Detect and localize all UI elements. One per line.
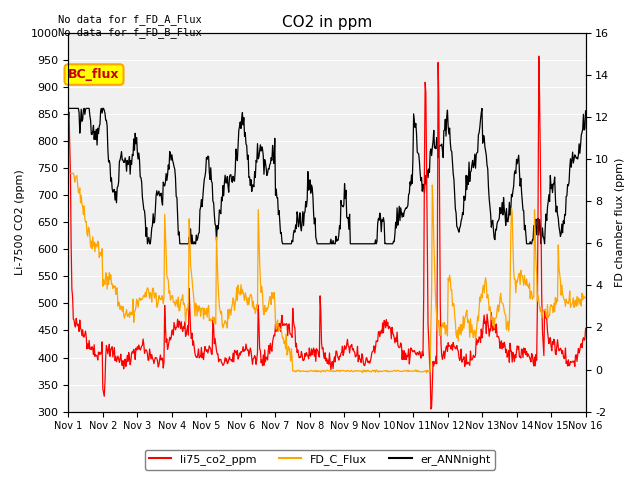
Legend: li75_co2_ppm, FD_C_Flux, er_ANNnight: li75_co2_ppm, FD_C_Flux, er_ANNnight [145,450,495,469]
Text: No data for f_FD_A_Flux
No data for f_FD_B_Flux: No data for f_FD_A_Flux No data for f_FD… [58,14,202,38]
Text: BC_flux: BC_flux [68,68,120,81]
Y-axis label: Li-7500 CO2 (ppm): Li-7500 CO2 (ppm) [15,169,25,275]
Y-axis label: FD chamber flux (ppm): FD chamber flux (ppm) [615,157,625,287]
Title: CO2 in ppm: CO2 in ppm [282,15,372,30]
